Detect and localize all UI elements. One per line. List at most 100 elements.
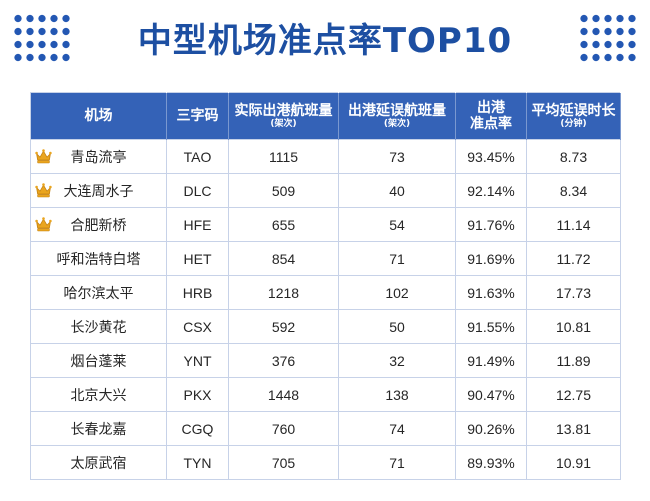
airport-cell: 青岛流亭 — [30, 139, 167, 174]
delayed-value: 54 — [389, 216, 405, 233]
on-time-rate-value: 91.49% — [467, 352, 515, 369]
column-header-avg-delay: 平均延误时长 (分钟) — [526, 92, 621, 140]
code-value: CSX — [183, 318, 212, 335]
avg-delay-value: 10.91 — [555, 454, 592, 471]
avg-delay-value: 12.75 — [555, 386, 592, 403]
code-value: CGQ — [181, 420, 214, 437]
delayed-cell: 50 — [338, 309, 456, 344]
departures-cell: 1115 — [228, 139, 339, 174]
airport-value: 大连周水子 — [63, 182, 134, 199]
column-header-label: 出港延误航班量 — [348, 102, 446, 119]
code-value: DLC — [183, 182, 212, 199]
on-time-rate-cell: 91.63% — [455, 275, 527, 310]
column-header-unit: (架次) — [383, 118, 411, 129]
page-title: 中型机场准点率TOP10 — [137, 21, 513, 61]
on-time-rate-cell: 90.47% — [455, 377, 527, 412]
table-row: 青岛流亭 TAO 1115 73 93.45% 8.73 — [30, 139, 621, 174]
avg-delay-cell: 8.34 — [526, 173, 621, 208]
code-value: HET — [183, 250, 212, 267]
airport-cell: 长沙黄花 — [30, 309, 167, 344]
airport-value: 合肥新桥 — [70, 216, 127, 233]
table-row: 北京大兴 PKX 1448 138 90.47% 12.75 — [30, 377, 621, 412]
on-time-rate-cell: 90.26% — [455, 411, 527, 446]
on-time-rate-cell: 89.93% — [455, 445, 527, 480]
airport-value: 长沙黄花 — [70, 318, 127, 335]
table-row: 呼和浩特白塔 HET 854 71 91.69% 11.72 — [30, 241, 621, 276]
column-header-label: 平均延误时长 — [531, 102, 616, 119]
column-header-code: 三字码 — [166, 92, 229, 140]
avg-delay-value: 8.73 — [559, 148, 588, 165]
on-time-rate-value: 91.55% — [467, 318, 515, 335]
delayed-cell: 71 — [338, 241, 456, 276]
departures-cell: 705 — [228, 445, 339, 480]
ranking-table: 机场 三字码 实际出港航班量 (架次) 出港延误航班量 (架次) 出港 准点率 平均延误时长 (分… — [30, 92, 621, 480]
avg-delay-cell: 11.72 — [526, 241, 621, 276]
avg-delay-cell: 12.75 — [526, 377, 621, 412]
code-value: HFE — [183, 216, 212, 233]
airport-value: 青岛流亭 — [70, 148, 127, 165]
airport-cell: 大连周水子 — [30, 173, 167, 208]
airport-value: 北京大兴 — [70, 386, 127, 403]
code-cell: PKX — [166, 377, 229, 412]
column-header-label: 出港 — [477, 100, 505, 116]
code-cell: HET — [166, 241, 229, 276]
airport-cell: 北京大兴 — [30, 377, 167, 412]
on-time-rate-cell: 91.76% — [455, 207, 527, 242]
table-row: 大连周水子 DLC 509 40 92.14% 8.34 — [30, 173, 621, 208]
code-cell: CSX — [166, 309, 229, 344]
column-header-label: 实际出港航班量 — [234, 102, 333, 119]
delayed-value: 74 — [389, 420, 405, 437]
departures-value: 760 — [271, 420, 296, 437]
dot-grid-icon — [12, 12, 72, 64]
delayed-cell: 73 — [338, 139, 456, 174]
delayed-cell: 138 — [338, 377, 456, 412]
crown-icon — [35, 216, 52, 232]
code-value: YNT — [183, 352, 212, 369]
avg-delay-cell: 11.89 — [526, 343, 621, 378]
departures-value: 592 — [271, 318, 296, 335]
code-cell: TYN — [166, 445, 229, 480]
avg-delay-value: 11.72 — [556, 250, 591, 267]
on-time-rate-value: 91.76% — [467, 216, 515, 233]
on-time-rate-value: 93.45% — [467, 148, 515, 165]
code-value: TAO — [183, 148, 212, 165]
dot-grid-icon — [578, 12, 638, 64]
column-header-unit: (分钟) — [560, 118, 587, 129]
departures-value: 655 — [271, 216, 296, 233]
delayed-value: 40 — [389, 182, 405, 199]
on-time-rate-cell: 92.14% — [455, 173, 527, 208]
delayed-value: 138 — [385, 386, 409, 403]
airport-cell: 烟台蓬莱 — [30, 343, 167, 378]
departures-value: 854 — [271, 250, 296, 267]
delayed-cell: 74 — [338, 411, 456, 446]
on-time-rate-value: 91.69% — [467, 250, 515, 267]
departures-value: 509 — [271, 182, 296, 199]
avg-delay-cell: 13.81 — [526, 411, 621, 446]
departures-cell: 854 — [228, 241, 339, 276]
departures-value: 1448 — [267, 386, 300, 403]
avg-delay-value: 13.81 — [555, 420, 592, 437]
delayed-value: 102 — [385, 284, 409, 301]
column-header-delayed: 出港延误航班量 (架次) — [338, 92, 456, 140]
column-header-airport: 机场 — [30, 92, 167, 140]
code-cell: CGQ — [166, 411, 229, 446]
on-time-rate-value: 92.14% — [467, 182, 515, 199]
code-cell: HFE — [166, 207, 229, 242]
code-cell: HRB — [166, 275, 229, 310]
avg-delay-value: 11.14 — [556, 216, 591, 233]
departures-value: 705 — [271, 454, 296, 471]
table-row: 长春龙嘉 CGQ 760 74 90.26% 13.81 — [30, 411, 621, 446]
airport-cell: 太原武宿 — [30, 445, 167, 480]
delayed-value: 50 — [389, 318, 405, 335]
delayed-cell: 102 — [338, 275, 456, 310]
delayed-cell: 54 — [338, 207, 456, 242]
departures-cell: 760 — [228, 411, 339, 446]
departures-value: 1218 — [267, 284, 300, 301]
avg-delay-value: 10.81 — [555, 318, 592, 335]
on-time-rate-value: 90.26% — [467, 420, 515, 437]
crown-icon — [35, 182, 52, 198]
airport-value: 长春龙嘉 — [70, 420, 127, 437]
on-time-rate-cell: 91.55% — [455, 309, 527, 344]
departures-value: 1115 — [268, 148, 299, 165]
code-value: PKX — [183, 386, 212, 403]
